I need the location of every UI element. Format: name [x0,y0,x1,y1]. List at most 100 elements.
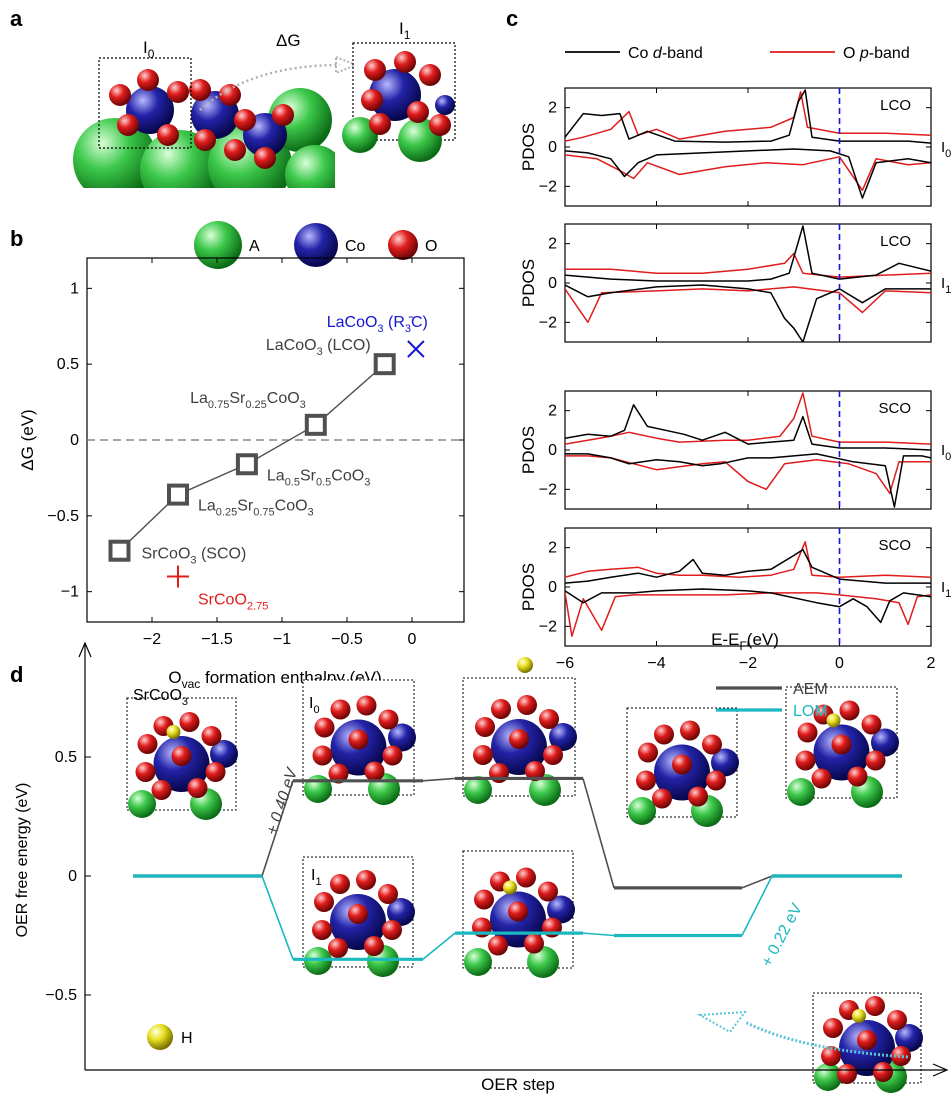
atom-o [797,722,818,743]
chart-d-energy-levels [133,776,909,1059]
atom-o [475,717,495,737]
chart-d-lom-connector [261,875,294,960]
chart-c-curve-o-dn [565,286,931,324]
chart-c-legend-label: O p-band [843,45,910,62]
chart-c-curves [565,541,931,637]
atom-o [539,709,559,729]
chart-c-curve-co-dn [565,148,931,199]
atom-a [304,947,332,975]
panel-b-chart: −2 −1.5 −1 −0.5 0 −1 −0.5 0 0.5 1 SrCoO3 (SCO) La0… [18,257,465,691]
atom-co [549,723,577,751]
atom-o [517,695,537,715]
chart-b-ylabel: ΔG (eV) [18,409,37,470]
atom-o [151,780,172,800]
atom-o [179,712,200,732]
chart-c-curve-o-up [565,541,931,578]
atom-o [382,920,402,940]
chart-c-subplot-frame [564,527,932,647]
chart-d-ylabel: OER free energy (eV) [14,783,31,938]
structure-thumbnail [785,686,899,808]
chart-c-ylabel: PDOS [519,123,538,171]
atom-legend-a-icon [194,221,242,269]
chart-c-state-label: I1 [941,275,951,296]
chart-b-xtick-label: −1 [273,631,291,648]
panel-letter-b: b [10,226,23,251]
atom-o [356,870,376,890]
chart-c-curves [565,225,931,342]
atom-o [857,1030,877,1050]
atom-o [891,1046,911,1066]
atom-o [861,714,882,735]
chart-c-ytick-label: −2 [539,618,557,635]
state-label-i0: I0 [309,695,320,716]
atom-o [356,695,377,716]
chart-c-subplot-4: −2 0 2 −6 −4 −2 0 2 SCO I1 PDOS [519,527,951,672]
atom-o [330,699,351,720]
atom-co [210,740,238,768]
atom-o [328,763,349,784]
panel-letter-c: c [506,6,518,31]
atom-legend: A Co O [194,221,437,269]
atom-a [628,797,656,825]
chart-c-subplot-label: LCO [880,233,911,250]
atom-o [330,874,350,894]
chart-b-point [108,539,131,562]
i1-structure-image [342,44,455,162]
chart-c-ytick-label: 0 [548,139,557,156]
chart-c-state-label: I0 [941,139,951,160]
chart-c-subplot-frame [564,390,932,510]
chart-d-aem-connector [422,777,456,782]
atom-o [348,729,369,750]
chart-b-ytick-label: 0.5 [57,356,79,373]
atom-o [654,724,674,745]
chart-c-legend-label: Co d-band [628,45,703,62]
chart-c-xtick-label: 0 [835,655,844,672]
chart-d-xaxis-arrow [932,1063,949,1077]
chart-d-lom-connector [741,875,773,936]
atom-o [524,933,544,954]
chart-d-xlabel: OER step [481,1075,555,1094]
atom-o [839,700,860,721]
atom-o [516,867,536,888]
chart-c-curve-co-dn [565,284,931,342]
structure-thumbnail [462,850,575,978]
atom-co [387,898,415,926]
atom-a [464,776,492,804]
atom-o [364,936,384,956]
atom-o [680,720,700,741]
chart-c-ytick-label: −2 [539,314,557,331]
chart-c-curve-o-up [565,392,931,445]
atom-a [464,948,492,976]
chart-c-ylabel: PDOS [519,563,538,611]
chart-c-ytick-label: 0 [548,579,557,596]
chart-c-state-label: I1 [941,579,951,600]
chart-b-ytick-label: 0 [70,432,79,449]
atom-h [517,657,533,673]
atom-o [847,766,868,787]
chart-b-point-labels: SrCoO3 (SCO) La0.25Sr0.75CoO3 La0.5Sr0.5Co… [142,314,428,613]
chart-c-curve-o-dn [565,592,931,637]
chart-c-xtick-label: 2 [927,655,936,672]
atom-o [382,745,403,766]
reaction-arrowhead [335,55,359,75]
panel-letter-d: d [10,662,23,687]
chart-c-ytick-label: −2 [539,178,557,195]
chart-d-axes: −0.5 0 0.5 [45,641,949,1077]
annotation-aem-barrier: + 0.40 eV [264,765,302,837]
chart-d-ytick-label: −0.5 [45,987,77,1004]
chart-c-curve-co-up [565,548,931,584]
chart-d-ytick-label: 0.5 [55,749,77,766]
chart-c-subplot-label: SCO [878,537,911,554]
chart-c-ytick-label: 2 [548,403,557,420]
chart-b-marks [87,340,464,588]
chart-c-subplot-label: SCO [878,400,911,417]
atom-o [314,717,335,738]
chart-b-point [373,353,396,376]
chart-c-curve-co-dn [565,588,931,624]
chart-c-ytick-label: 0 [548,442,557,459]
panel-d-chart: −0.5 0 0.5 SrCoO3 I0 I1 + 0.40 eV + 0.22 e… [14,641,949,1094]
chart-d-yaxis-arrow [78,641,92,658]
chart-b-point-label: La0.25Sr0.75CoO3 [198,498,314,519]
